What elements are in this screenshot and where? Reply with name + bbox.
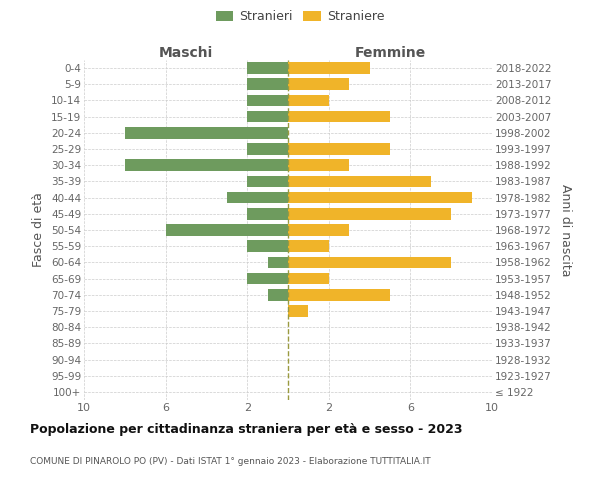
- Bar: [288, 224, 349, 236]
- Text: COMUNE DI PINAROLO PO (PV) - Dati ISTAT 1° gennaio 2023 - Elaborazione TUTTITALI: COMUNE DI PINAROLO PO (PV) - Dati ISTAT …: [30, 458, 431, 466]
- Bar: [247, 272, 288, 284]
- Bar: [125, 127, 288, 138]
- Bar: [288, 305, 308, 317]
- Bar: [166, 224, 288, 236]
- Bar: [288, 256, 451, 268]
- Bar: [288, 272, 329, 284]
- Text: Popolazione per cittadinanza straniera per età e sesso - 2023: Popolazione per cittadinanza straniera p…: [30, 422, 463, 436]
- Bar: [268, 289, 288, 300]
- Bar: [288, 208, 451, 220]
- Bar: [247, 143, 288, 155]
- Bar: [247, 176, 288, 188]
- Bar: [288, 289, 390, 300]
- Bar: [247, 94, 288, 106]
- Bar: [288, 240, 329, 252]
- Bar: [247, 111, 288, 122]
- Bar: [288, 143, 390, 155]
- Bar: [247, 62, 288, 74]
- Text: Femmine: Femmine: [355, 46, 425, 60]
- Bar: [288, 160, 349, 171]
- Text: Maschi: Maschi: [159, 46, 213, 60]
- Bar: [288, 78, 349, 90]
- Bar: [288, 94, 329, 106]
- Bar: [247, 78, 288, 90]
- Bar: [268, 256, 288, 268]
- Y-axis label: Anni di nascita: Anni di nascita: [559, 184, 572, 276]
- Bar: [288, 192, 472, 203]
- Bar: [247, 240, 288, 252]
- Bar: [125, 160, 288, 171]
- Y-axis label: Fasce di età: Fasce di età: [32, 192, 46, 268]
- Bar: [227, 192, 288, 203]
- Bar: [247, 208, 288, 220]
- Bar: [288, 62, 370, 74]
- Bar: [288, 111, 390, 122]
- Bar: [288, 176, 431, 188]
- Legend: Stranieri, Straniere: Stranieri, Straniere: [212, 6, 388, 26]
